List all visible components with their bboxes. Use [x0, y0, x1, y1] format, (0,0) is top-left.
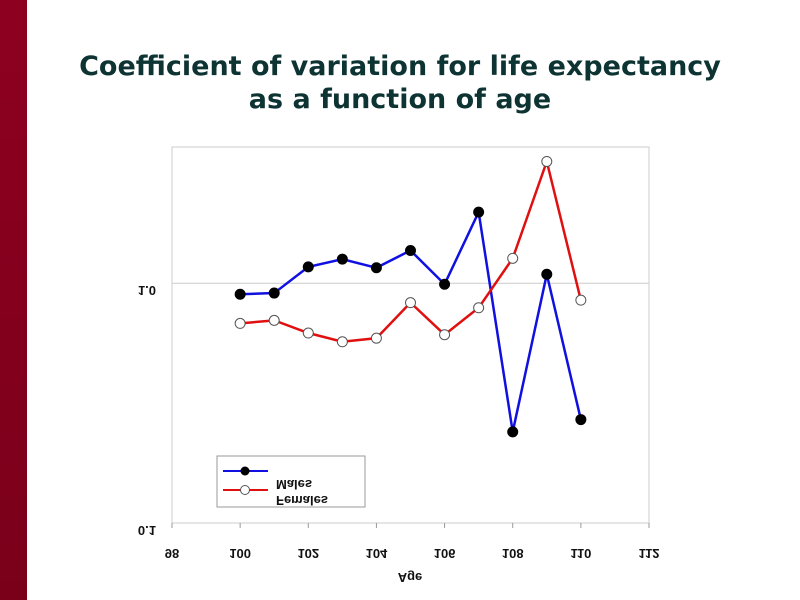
- slide-title: Coefficient of variation for life expect…: [30, 50, 770, 116]
- data-point-females: [302, 327, 314, 339]
- data-point-males: [507, 426, 519, 438]
- data-point-males: [234, 288, 246, 300]
- data-point-females: [370, 332, 382, 344]
- y-tick-label: 0.1: [138, 523, 156, 538]
- data-point-males: [439, 278, 451, 290]
- data-point-males: [336, 253, 348, 265]
- x-tick-label: 110: [570, 546, 591, 561]
- data-point-females: [336, 336, 348, 348]
- data-point-females: [439, 329, 451, 341]
- legend-box: [216, 455, 366, 508]
- x-axis-title: Age: [398, 570, 423, 585]
- data-point-females: [268, 314, 280, 326]
- data-point-males: [268, 287, 280, 299]
- legend-males-label: Males: [276, 477, 312, 492]
- data-point-females: [405, 297, 416, 309]
- x-tick-label: 104: [366, 546, 388, 561]
- x-tick-label: 102: [297, 546, 319, 561]
- legend: Males Females: [216, 455, 366, 508]
- x-tick-label: 108: [502, 546, 524, 561]
- data-point-males: [405, 244, 416, 256]
- data-point-males: [575, 414, 587, 426]
- title-line-1: Coefficient of variation for life expect…: [79, 51, 721, 82]
- data-point-females: [507, 252, 519, 264]
- legend-females-label: Females: [276, 493, 328, 508]
- y-tick-label: 1.0: [138, 283, 156, 298]
- data-point-males: [370, 262, 382, 274]
- x-tick-label: 98: [165, 546, 179, 561]
- data-point-females: [473, 302, 485, 314]
- data-point-females: [575, 294, 587, 306]
- data-point-males: [541, 268, 553, 280]
- data-point-males: [473, 206, 485, 218]
- data-point-females: [234, 317, 246, 329]
- data-point-females: [541, 155, 553, 167]
- legend-males-marker: [240, 466, 250, 476]
- slide-accent-bar: [0, 0, 27, 600]
- x-tick-label: 112: [639, 546, 660, 561]
- legend-females-marker: [240, 485, 250, 495]
- data-point-males: [302, 261, 314, 273]
- title-line-2: as a function of age: [248, 84, 552, 115]
- x-tick-label: 100: [229, 546, 251, 561]
- x-tick-label: 106: [434, 546, 456, 561]
